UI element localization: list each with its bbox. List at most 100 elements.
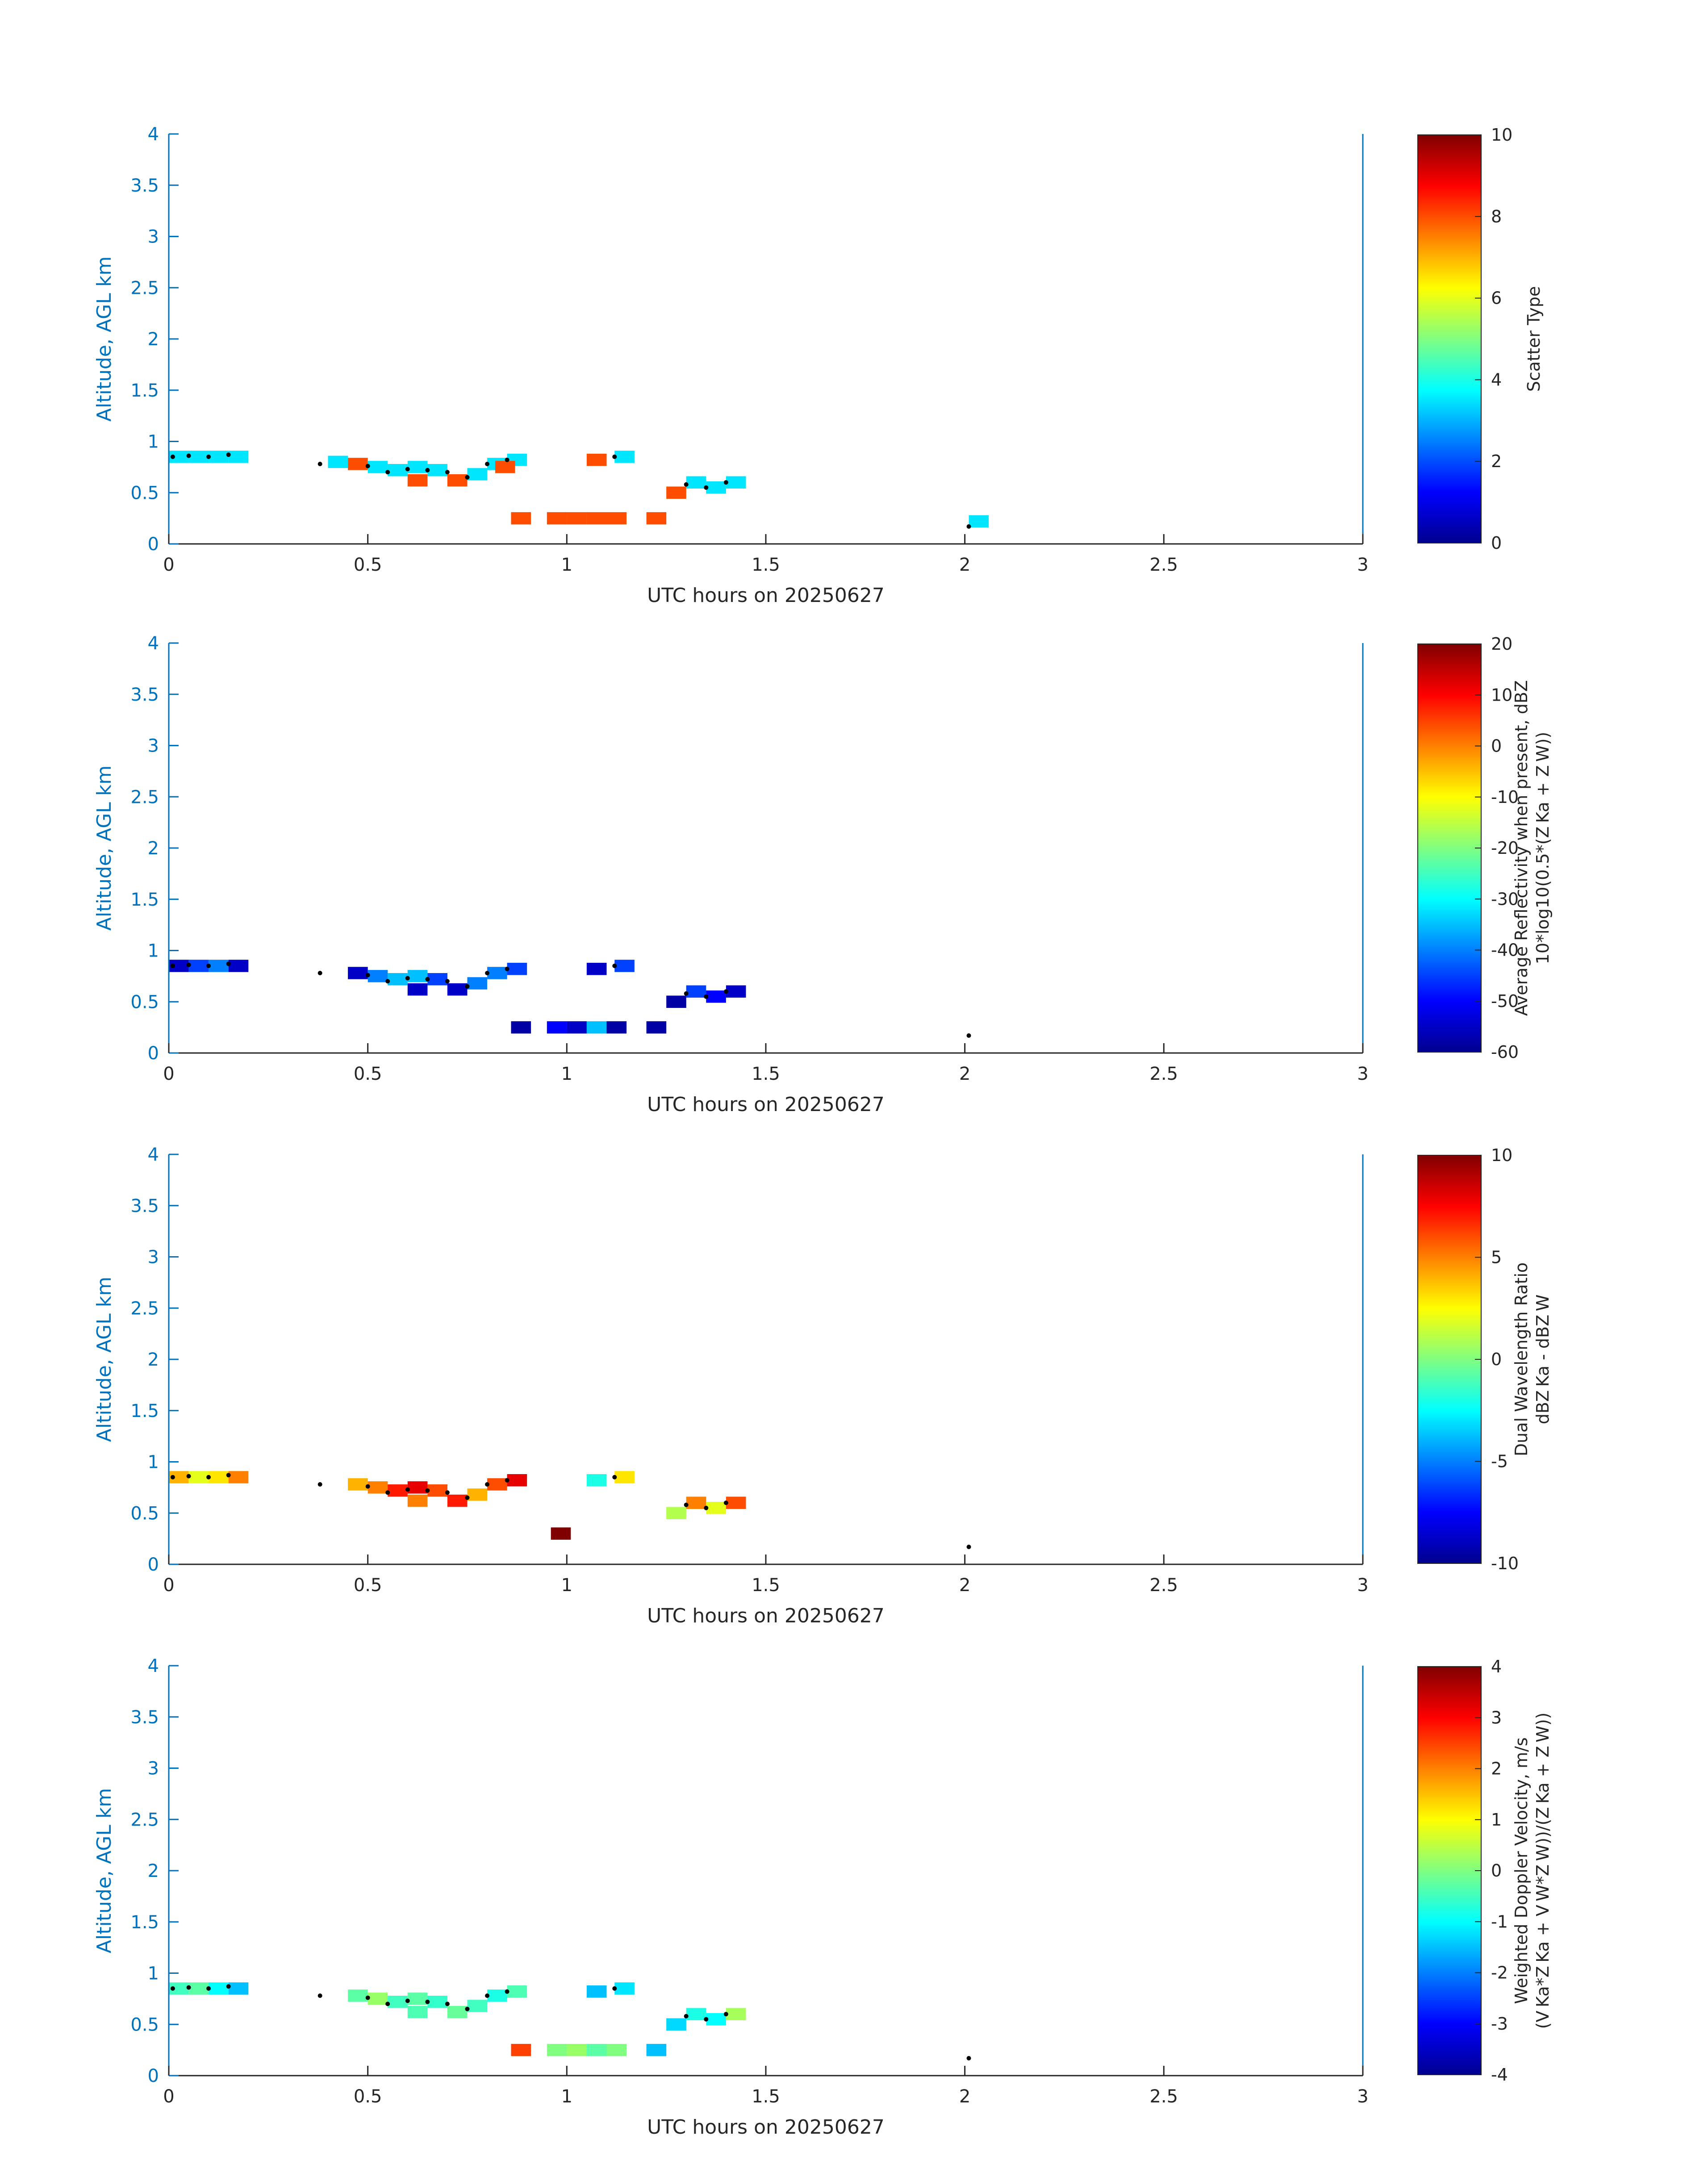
x-tick-label: 2: [959, 1064, 970, 1084]
x-tick-label: 0.5: [354, 1064, 382, 1084]
cloud-base-marker: [485, 1993, 490, 1998]
x-tick-label: 1: [561, 1575, 572, 1596]
data-cell: [614, 451, 635, 463]
cloud-base-marker: [405, 976, 410, 981]
x-tick-label: 0: [163, 1575, 174, 1596]
data-cell: [686, 2008, 706, 2020]
x-tick-label: 1: [561, 555, 572, 575]
cloud-base-marker: [966, 524, 971, 529]
colorbar-tick-label: 20: [1491, 634, 1512, 654]
y-tick-label: 2.5: [130, 787, 159, 807]
y-tick-label: 0.5: [130, 992, 159, 1012]
data-cell: [388, 973, 408, 986]
data-cell: [388, 464, 408, 476]
colorbar: [1417, 1666, 1482, 2075]
cloud-base-marker: [465, 475, 470, 480]
y-tick-label: 4: [148, 1145, 159, 1165]
cloud-base-marker: [723, 2012, 728, 2017]
y-tick-label: 3: [148, 1247, 159, 1268]
data-cell: [209, 451, 229, 463]
data-cell: [348, 458, 368, 470]
y-tick-label: 3: [148, 736, 159, 756]
colorbar-tick-label: 0: [1491, 533, 1502, 553]
colorbar: [1417, 1155, 1482, 1564]
data-cell: [646, 1021, 667, 1034]
cloud-base-marker: [445, 1490, 450, 1495]
y-tick-label: 1.5: [130, 1912, 159, 1933]
x-tick-label: 2: [959, 2086, 970, 2107]
cloud-base-marker: [723, 989, 728, 994]
y-tick-label: 3.5: [130, 1707, 159, 1728]
colorbar-tick-label: 10: [1491, 685, 1512, 705]
colorbar-label: dBZ Ka - dBZ W: [1533, 1295, 1553, 1425]
y-tick-label: 3.5: [130, 1196, 159, 1216]
cloud-base-marker: [170, 1986, 175, 1991]
x-tick-label: 0: [163, 1064, 174, 1084]
cloud-base-marker: [365, 973, 370, 978]
cloud-base-marker: [385, 1490, 390, 1495]
data-cell: [407, 1993, 428, 2005]
y-axis-label: Altitude, AGL km: [93, 1788, 116, 1953]
y-tick-label: 1: [148, 941, 159, 961]
x-tick-label: 3: [1357, 2086, 1368, 2107]
data-cell: [507, 1474, 527, 1487]
x-tick-label: 1.5: [752, 2086, 780, 2107]
colorbar-tick-label: -50: [1491, 991, 1519, 1011]
cloud-base-marker: [612, 963, 617, 968]
y-tick-label: 0.5: [130, 483, 159, 503]
cloud-base-marker: [206, 963, 211, 968]
cloud-base-marker: [612, 1986, 617, 1991]
y-tick-label: 1: [148, 432, 159, 452]
data-cell: [551, 1527, 571, 1540]
y-tick-label: 1: [148, 1964, 159, 1984]
data-cell: [606, 2043, 627, 2056]
data-cell: [507, 1985, 527, 1998]
data-cell: [487, 1478, 507, 1491]
data-cell: [586, 1474, 607, 1487]
x-tick-label: 2.5: [1150, 2086, 1178, 2107]
data-cell: [407, 983, 428, 996]
cloud-base-marker: [704, 2017, 709, 2022]
data-cell: [487, 967, 507, 979]
data-cell: [209, 960, 229, 972]
y-tick-label: 2: [148, 838, 159, 859]
cloud-base-marker: [704, 1505, 709, 1510]
data-cell: [726, 985, 746, 998]
data-cell: [209, 1982, 229, 1995]
y-tick-label: 2.5: [130, 1298, 159, 1319]
cloud-base-marker: [505, 966, 509, 971]
colorbar-tick-label: -10: [1491, 1554, 1519, 1573]
colorbar-tick-label: -60: [1491, 1042, 1519, 1062]
y-tick-label: 0.5: [130, 2014, 159, 2035]
data-cell: [228, 960, 249, 972]
colorbar: [1417, 643, 1482, 1053]
cloud-base-marker: [684, 991, 689, 996]
cloud-base-marker: [365, 1484, 370, 1489]
data-cell: [188, 960, 209, 972]
cloud-base-marker: [206, 1475, 211, 1479]
y-tick-label: 4: [148, 633, 159, 654]
data-cell: [706, 481, 726, 494]
data-cell: [228, 1982, 249, 1995]
data-cell: [726, 476, 746, 489]
colorbar-label: Average Reflectivity when present, dBZ: [1512, 680, 1531, 1016]
colorbar-tick-label: 10: [1491, 125, 1512, 145]
x-tick-label: 1: [561, 2086, 572, 2107]
data-cell: [586, 454, 607, 466]
colorbar-label: Dual Wavelength Ratio: [1512, 1262, 1531, 1456]
colorbar-tick-label: 3: [1491, 1708, 1502, 1727]
data-cell: [586, 512, 607, 525]
data-cell: [407, 1481, 428, 1494]
data-cell: [467, 1488, 488, 1501]
x-tick-label: 1.5: [752, 1064, 780, 1084]
x-axis-label: UTC hours on 20250627: [647, 2116, 885, 2139]
data-cell: [188, 451, 209, 463]
cloud-base-marker: [966, 1033, 971, 1038]
y-tick-label: 2.5: [130, 1809, 159, 1830]
data-cell: [586, 2043, 607, 2056]
data-cell: [606, 512, 627, 525]
data-cell: [547, 1021, 567, 1034]
cloud-base-marker: [723, 480, 728, 485]
y-tick-label: 1.5: [130, 380, 159, 401]
data-cell: [666, 1507, 686, 1519]
